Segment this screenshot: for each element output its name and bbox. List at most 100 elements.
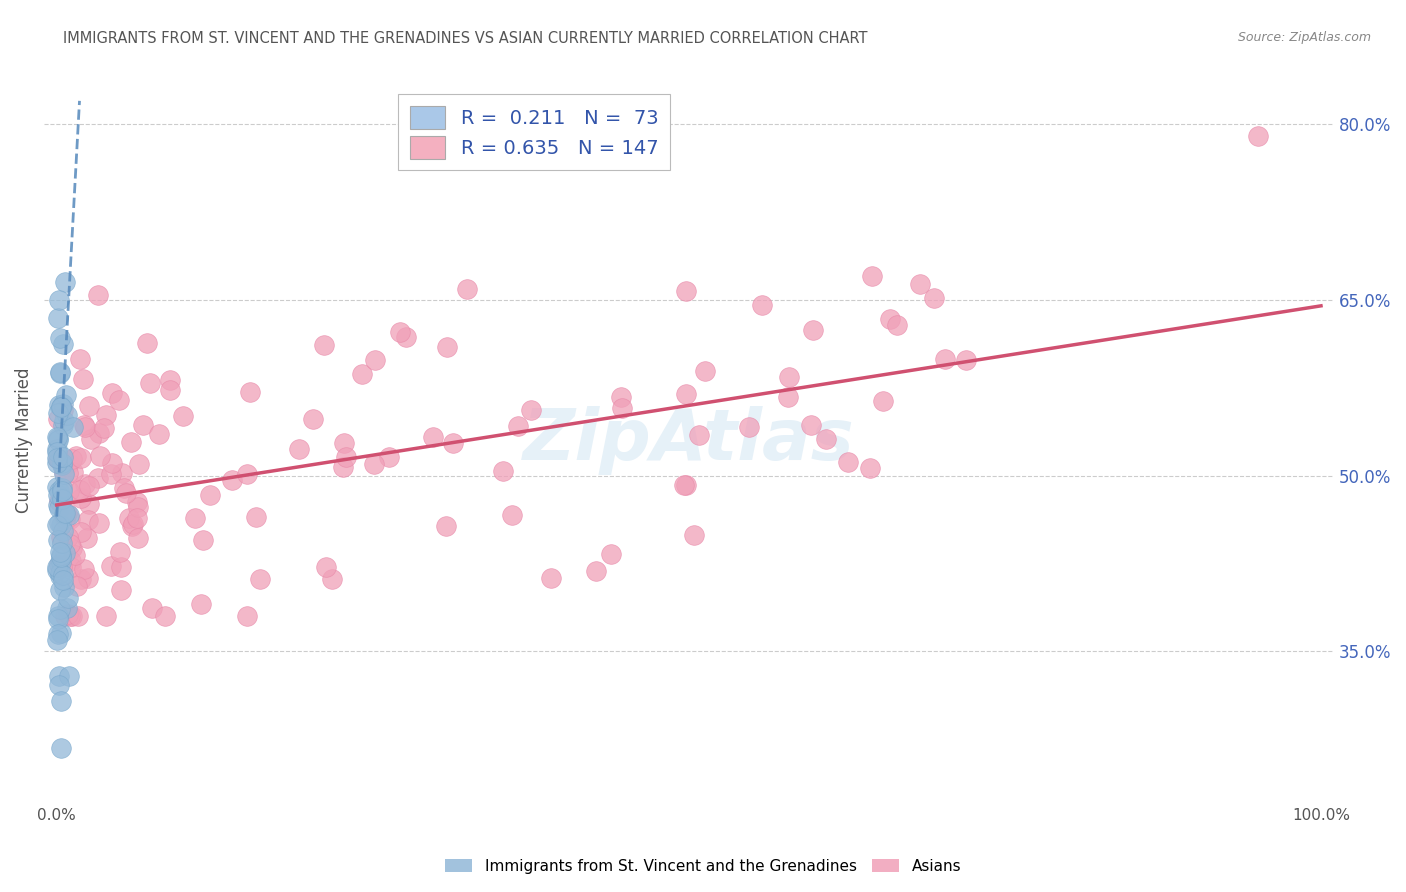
Point: [70, 450, 93, 465]
Point: [52, 450, 75, 465]
Point: [46, 430, 69, 444]
Point: [70, 524, 93, 539]
Point: [60, 541, 83, 555]
Point: [45, 451, 67, 466]
Point: [96, 609, 118, 624]
Point: [127, 510, 149, 524]
Point: [108, 545, 131, 559]
Point: [77, 571, 100, 585]
Point: [112, 481, 135, 495]
Point: [127, 500, 149, 514]
Point: [48, 669, 70, 683]
Point: [48, 569, 70, 583]
Point: [778, 390, 800, 404]
Point: [87, 287, 110, 301]
Point: [49, 545, 72, 559]
Point: [77, 498, 100, 512]
Point: [436, 340, 458, 354]
Point: [778, 369, 800, 384]
Point: [53, 546, 76, 560]
Point: [65, 449, 87, 463]
Point: [148, 426, 170, 441]
Point: [52, 567, 75, 582]
Legend: Immigrants from St. Vincent and the Grenadines, Asians: Immigrants from St. Vincent and the Gren…: [439, 853, 967, 880]
Point: [48, 558, 70, 573]
Point: [58, 508, 80, 522]
Text: ZipAtlas: ZipAtlas: [523, 406, 855, 475]
Point: [815, 433, 838, 447]
Point: [159, 383, 181, 397]
Point: [48, 398, 70, 412]
Point: [52, 402, 75, 417]
Point: [193, 533, 215, 547]
Point: [48, 406, 70, 420]
Point: [751, 298, 773, 312]
Point: [58, 456, 80, 470]
Point: [53, 512, 76, 526]
Point: [46, 499, 69, 513]
Point: [236, 467, 259, 481]
Text: IMMIGRANTS FROM ST. VINCENT AND THE GRENADINES VS ASIAN CURRENTLY MARRIED CORREL: IMMIGRANTS FROM ST. VINCENT AND THE GREN…: [63, 31, 868, 46]
Point: [55, 388, 77, 402]
Point: [87, 426, 110, 441]
Point: [51, 456, 73, 470]
Point: [52, 337, 75, 351]
Point: [49, 331, 72, 345]
Point: [52, 508, 75, 522]
Point: [111, 466, 134, 480]
Point: [675, 478, 697, 492]
Point: [45, 632, 67, 647]
Point: [52, 580, 75, 594]
Point: [58, 511, 80, 525]
Point: [77, 479, 100, 493]
Point: [66, 580, 89, 594]
Point: [922, 292, 945, 306]
Point: [75, 476, 97, 491]
Point: [800, 417, 823, 432]
Point: [45, 563, 67, 577]
Point: [69, 491, 91, 506]
Point: [56, 408, 79, 422]
Point: [49, 400, 72, 414]
Point: [62, 420, 84, 434]
Point: [610, 401, 633, 416]
Point: [89, 449, 111, 463]
Point: [508, 419, 530, 434]
Point: [49, 550, 72, 565]
Point: [69, 352, 91, 367]
Point: [101, 386, 124, 401]
Point: [675, 284, 697, 298]
Point: [58, 484, 80, 499]
Point: [239, 384, 262, 399]
Point: [52, 465, 75, 479]
Point: [136, 336, 159, 351]
Point: [80, 432, 103, 446]
Point: [172, 409, 194, 423]
Point: [73, 417, 96, 432]
Point: [52, 573, 75, 587]
Point: [110, 582, 132, 597]
Point: [51, 517, 73, 532]
Point: [100, 558, 122, 573]
Point: [51, 548, 73, 562]
Point: [675, 387, 697, 401]
Point: [441, 435, 464, 450]
Point: [73, 562, 96, 576]
Point: [48, 582, 70, 597]
Point: [58, 669, 80, 683]
Point: [45, 518, 67, 533]
Point: [434, 518, 457, 533]
Point: [45, 456, 67, 470]
Point: [118, 510, 141, 524]
Point: [693, 364, 716, 378]
Point: [53, 609, 76, 624]
Point: [51, 535, 73, 549]
Point: [59, 609, 82, 624]
Point: [69, 483, 91, 497]
Point: [350, 367, 373, 381]
Point: [1247, 128, 1270, 143]
Point: [56, 466, 79, 480]
Point: [51, 560, 73, 574]
Point: [52, 414, 75, 428]
Point: [73, 419, 96, 434]
